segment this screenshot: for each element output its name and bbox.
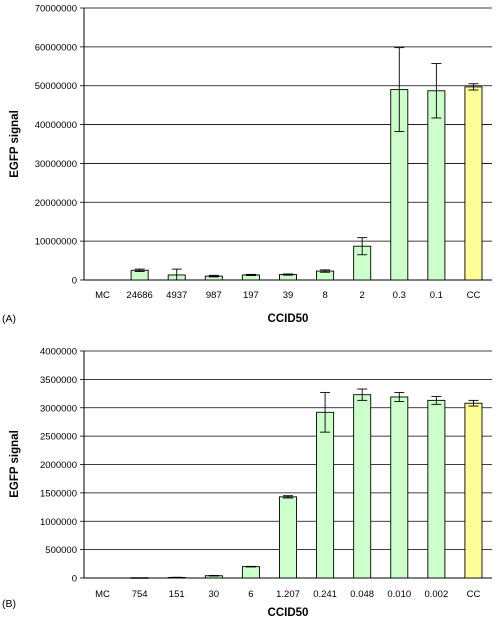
y-tick-label: 3500000 [40,375,77,386]
x-tick-label: 0.3 [393,290,406,301]
x-tick-label: 0.241 [313,589,337,600]
x-tick-label: CC [467,589,481,600]
y-tick-label: 3000000 [40,403,77,414]
x-axis-label: CCID50 [268,313,309,325]
panel-label: (B) [2,598,16,610]
bar [353,394,372,579]
x-tick-label: 151 [169,589,185,600]
x-tick-label: 0.002 [424,589,448,600]
panel-label: (A) [2,313,16,325]
x-tick-label: MC [95,290,110,301]
chart-panel-a: 0 10000000 20000000 30000000 40000000 5000000… [2,4,492,325]
y-axis-label: EGFP signal [9,430,21,498]
x-tick-label: 4937 [166,290,187,301]
bar [390,396,409,579]
bar [427,399,446,579]
y-tick-label: 1500000 [40,488,77,499]
y-tick-label: 50000000 [35,81,77,92]
y-tick-label: 500000 [45,545,77,556]
x-tick-label: 0.010 [387,589,411,600]
y-tick-label: 0 [72,574,77,585]
y-tick-label: 40000000 [35,120,77,131]
bar [130,577,149,579]
bar [464,402,483,579]
bar [464,86,483,281]
y-tick-label: 2000000 [40,460,77,471]
x-tick-label: 24686 [126,290,152,301]
y-tick-label: 70000000 [35,4,77,15]
chart-panel-b: 0 500000 1000000 1500000 2000000 2500000 30000… [2,347,492,619]
y-tick-label: 30000000 [35,159,77,170]
x-tick-label: 1.207 [276,589,300,600]
y-tick-label: 20000000 [35,198,77,209]
x-tick-label: CC [467,290,481,301]
x-tick-label: 197 [243,290,259,301]
bar [241,566,260,579]
y-tick-label: 1000000 [40,517,77,528]
x-tick-label: 987 [206,290,222,301]
y-tick-label: 0 [72,276,77,287]
y-tick-label: 60000000 [35,42,77,53]
y-tick-label: 4000000 [40,347,77,358]
bar [316,411,335,579]
bar [427,90,446,281]
x-tick-label: 39 [283,290,294,301]
y-tick-label: 10000000 [35,237,77,248]
x-tick-label: 0.1 [430,290,443,301]
x-tick-label: 0.048 [350,589,374,600]
x-tick-label: 30 [209,589,220,600]
y-tick-label: 2500000 [40,432,77,443]
x-axis-label: CCID50 [268,607,309,619]
bar [279,496,297,579]
x-tick-label: 2 [360,290,365,301]
y-axis-label: EGFP signal [9,110,21,178]
x-tick-label: 8 [322,290,327,301]
x-tick-label: 754 [132,589,148,600]
x-tick-label: 6 [248,589,253,600]
x-tick-label: MC [95,589,110,600]
